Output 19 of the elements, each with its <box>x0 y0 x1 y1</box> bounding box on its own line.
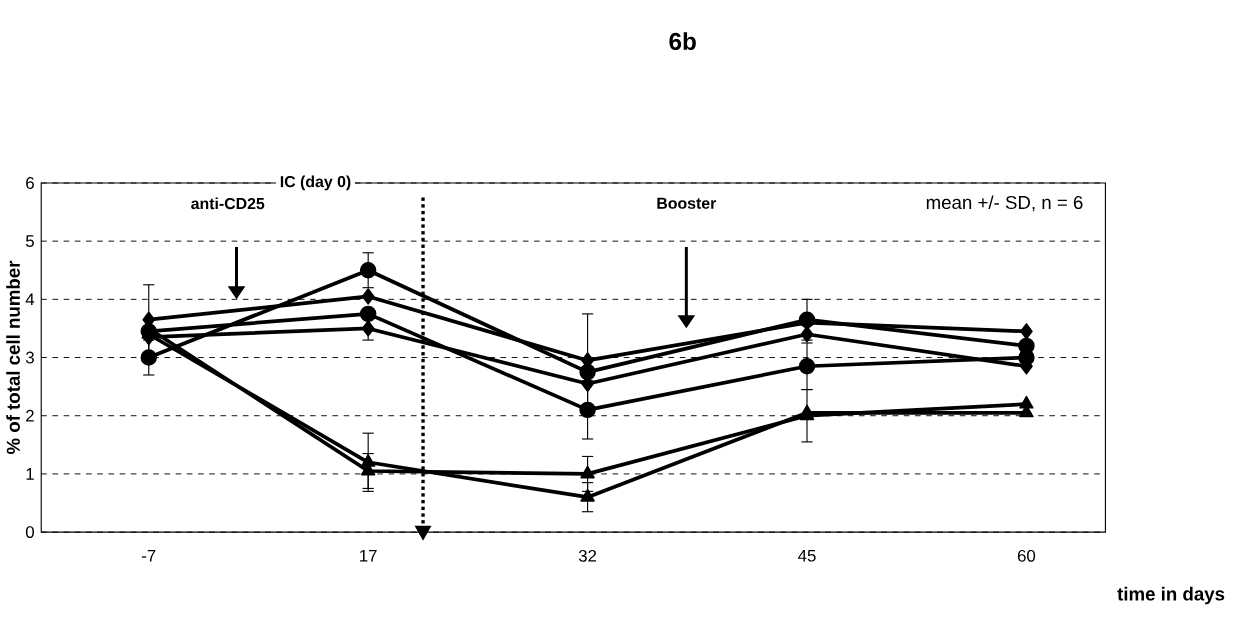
x-tick-label: -7 <box>142 550 156 562</box>
x-tick-label: 60 <box>1017 550 1036 562</box>
y-tick-label: 1 <box>26 468 34 480</box>
y-axis-title: % of total cell number <box>6 260 20 455</box>
y-tick-label: 4 <box>25 293 35 306</box>
y-tick-label: 6 <box>26 177 34 190</box>
y-tick-label: 3 <box>25 351 34 364</box>
y-tick-label: 0 <box>25 526 34 539</box>
x-tick-label: 17 <box>360 550 377 562</box>
annotation: mean +/- SD, n = 6 <box>926 195 1083 212</box>
annotation: IC (day 0) <box>280 175 351 191</box>
x-axis-title: time in days <box>1117 587 1225 605</box>
x-tick-label: 45 <box>798 550 816 562</box>
x-tick-label: 32 <box>578 550 597 562</box>
annotation: Booster <box>657 197 717 210</box>
y-tick-label: 5 <box>25 235 34 248</box>
y-tick-label: 2 <box>26 410 34 422</box>
annotation: anti-CD25 <box>191 197 265 210</box>
chart-title: 6b <box>669 32 696 51</box>
